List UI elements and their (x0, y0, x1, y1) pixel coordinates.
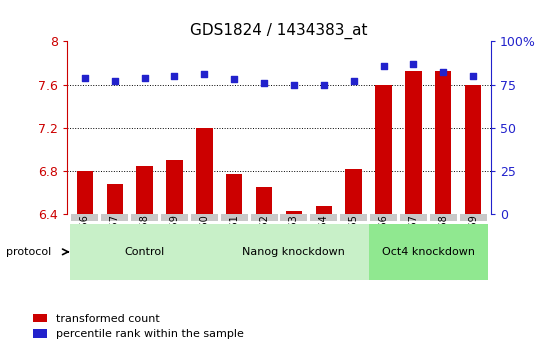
Bar (465, 85, 482, 214)
Text: GSM94865: GSM94865 (349, 214, 359, 267)
FancyBboxPatch shape (71, 214, 98, 221)
Bar (196, 128, 213, 214)
Title: GDS1824 / 1434383_at: GDS1824 / 1434383_at (190, 22, 368, 39)
Text: GSM94867: GSM94867 (408, 214, 418, 267)
Bar (76, 171, 93, 214)
Bar (345, 169, 362, 214)
Point (170, 73, 179, 79)
Text: GSM94856: GSM94856 (80, 214, 90, 267)
Text: GSM94864: GSM94864 (319, 214, 329, 267)
Bar (316, 206, 332, 214)
Text: Nanog knockdown: Nanog knockdown (243, 247, 345, 257)
Bar (405, 70, 422, 214)
Point (290, 82, 299, 87)
FancyBboxPatch shape (281, 214, 307, 221)
Bar (286, 211, 302, 214)
Text: GSM94868: GSM94868 (438, 214, 448, 267)
FancyBboxPatch shape (340, 214, 367, 221)
Point (349, 78, 358, 84)
FancyBboxPatch shape (219, 224, 369, 280)
FancyBboxPatch shape (221, 214, 248, 221)
Text: GSM94863: GSM94863 (289, 214, 299, 267)
Legend: transformed count, percentile rank within the sample: transformed count, percentile rank withi… (33, 314, 243, 339)
FancyBboxPatch shape (400, 214, 427, 221)
Text: GSM94857: GSM94857 (110, 214, 120, 267)
Text: GSM94858: GSM94858 (140, 214, 150, 267)
Bar (136, 166, 153, 214)
Text: GSM94861: GSM94861 (229, 214, 239, 267)
Bar (376, 85, 392, 214)
Point (439, 70, 448, 75)
Text: GSM94869: GSM94869 (468, 214, 478, 267)
Bar (435, 70, 451, 214)
Point (259, 80, 268, 86)
Point (409, 61, 418, 67)
Point (230, 77, 239, 82)
Point (319, 82, 328, 87)
Text: GSM94859: GSM94859 (170, 214, 180, 267)
FancyBboxPatch shape (460, 214, 487, 221)
FancyBboxPatch shape (430, 214, 456, 221)
Text: protocol: protocol (6, 247, 51, 257)
FancyBboxPatch shape (102, 214, 128, 221)
Text: Oct4 knockdown: Oct4 knockdown (382, 247, 475, 257)
Text: GSM94866: GSM94866 (378, 214, 388, 267)
FancyBboxPatch shape (131, 214, 158, 221)
Point (110, 78, 119, 84)
FancyBboxPatch shape (369, 224, 488, 280)
Point (469, 73, 478, 79)
Point (379, 63, 388, 68)
Bar (256, 187, 272, 214)
FancyBboxPatch shape (370, 214, 397, 221)
Text: Control: Control (124, 247, 165, 257)
Text: GSM94860: GSM94860 (199, 214, 209, 267)
Point (200, 71, 209, 77)
FancyBboxPatch shape (251, 214, 277, 221)
Point (80, 75, 89, 80)
FancyBboxPatch shape (191, 214, 218, 221)
FancyBboxPatch shape (310, 214, 337, 221)
FancyBboxPatch shape (70, 224, 219, 280)
Bar (166, 160, 182, 214)
Bar (107, 184, 123, 214)
Bar (226, 174, 242, 214)
FancyBboxPatch shape (161, 214, 188, 221)
Text: GSM94862: GSM94862 (259, 214, 269, 267)
Point (140, 75, 149, 80)
